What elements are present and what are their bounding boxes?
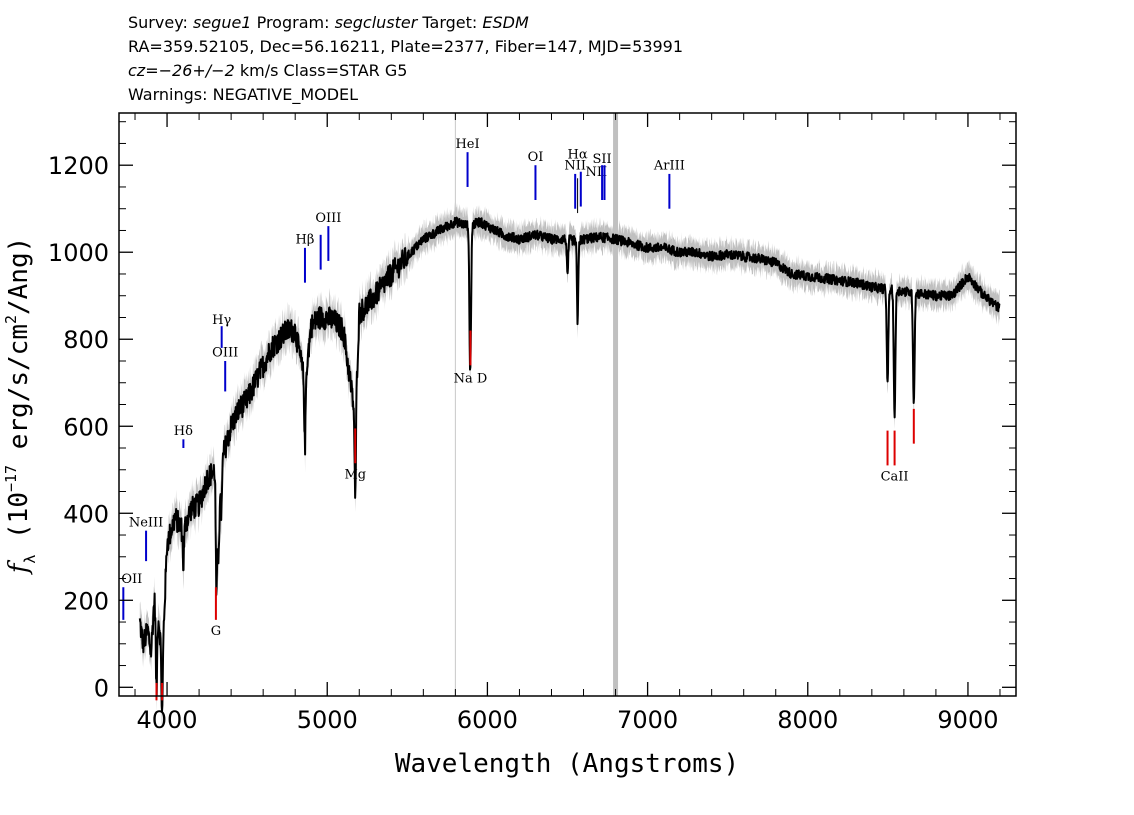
header-line-3: cz=−26+/−2 km/s Class=STAR G5 xyxy=(128,61,407,80)
y-tick-label: 0 xyxy=(94,674,109,702)
emission-line-label: OII xyxy=(121,572,142,587)
y-tick-label: 600 xyxy=(63,413,109,441)
emission-line-label: OIII xyxy=(315,211,341,226)
x-tick-label: 9000 xyxy=(937,706,998,734)
emission-line-label: HeI xyxy=(455,137,479,152)
y-tick-label: 1200 xyxy=(48,152,109,180)
header-line-1: Survey: segue1 Program: segcluster Targe… xyxy=(128,13,529,32)
emission-line-label: OI xyxy=(528,150,544,165)
error-band xyxy=(139,201,1000,729)
absorption-line-label: Na D xyxy=(454,372,488,387)
emission-line-label: NII xyxy=(564,159,586,174)
absorption-line-label: CaII xyxy=(881,470,909,485)
emission-line-label: Hα xyxy=(568,148,588,163)
y-tick-label: 800 xyxy=(63,326,109,354)
header: Survey: segue1 Program: segcluster Targe… xyxy=(128,13,683,105)
y-tick-label: 400 xyxy=(63,500,109,528)
emission-line-label: SII xyxy=(593,152,612,167)
spectrum-line xyxy=(138,216,1001,713)
y-tick-label: 200 xyxy=(63,587,109,615)
x-axis-title: Wavelength (Angstroms) xyxy=(395,749,739,779)
y-axis-title: fλ (10−17 erg/s/cm2/Ang) xyxy=(2,237,39,576)
emission-line-label: Hγ xyxy=(212,313,231,328)
header-line-4: Warnings: NEGATIVE_MODEL xyxy=(128,85,358,105)
y-tick-label: 1000 xyxy=(48,239,109,267)
x-tick-label: 5000 xyxy=(297,706,358,734)
emission-line-label: ArIII xyxy=(653,159,685,174)
x-tick-label: 8000 xyxy=(777,706,838,734)
emission-line-label: Hβ xyxy=(296,233,315,248)
axis-ticks: 4000 5000 6000 7000 8000 9000 0 200 400 600 800 100… xyxy=(48,113,1016,734)
header-line-2: RA=359.52105, Dec=56.16211, Plate=2377, … xyxy=(128,37,683,56)
absorption-line-label: Mg xyxy=(344,467,366,482)
emission-line-label: NeIII xyxy=(129,515,163,530)
spectrum-error-band xyxy=(139,201,1000,729)
x-tick-label: 4000 xyxy=(137,706,198,734)
absorption-line-label: G xyxy=(211,624,221,639)
spectrum-series xyxy=(138,216,1001,713)
x-tick-label: 6000 xyxy=(457,706,518,734)
emission-line-label: Hδ xyxy=(174,424,193,439)
x-tick-label: 7000 xyxy=(617,706,678,734)
emission-line-label: OIII xyxy=(212,346,238,361)
marker-lines xyxy=(454,113,619,696)
